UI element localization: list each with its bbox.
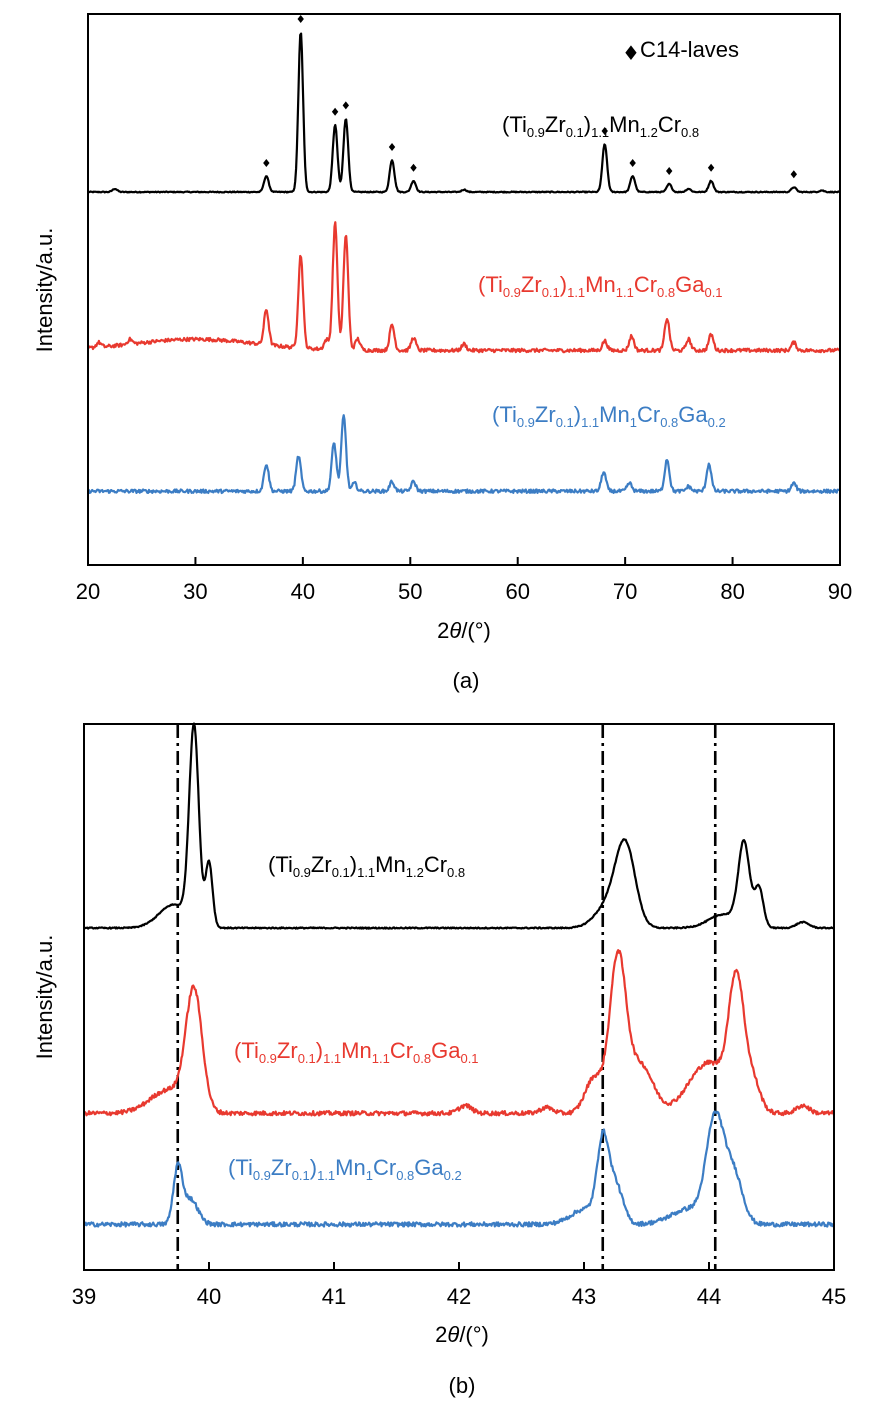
panel-a-peak-marker-9 xyxy=(707,163,715,172)
panel-a-legend-marker: ♦ xyxy=(622,41,640,65)
panel-b-x-tick-label-4: 43 xyxy=(572,1284,596,1309)
panel-a-series-label-1: (Ti0.9Zr0.1)1.1Mn1.1Cr0.8Ga0.1 xyxy=(478,272,723,300)
panel-a-peak-marker-8 xyxy=(665,167,673,175)
panel-a-series-label-0: (Ti0.9Zr0.1)1.1Mn1.2Cr0.8 xyxy=(502,112,699,140)
panel-b-reference-lines xyxy=(176,724,717,1270)
panel-b-series xyxy=(83,722,836,1228)
panel-a-peak-marker-2 xyxy=(331,107,339,116)
panel-a-y-axis-label: Intensity/a.u. xyxy=(32,228,57,353)
panel-a-series xyxy=(87,32,841,495)
panel-a-series-labels: (Ti0.9Zr0.1)1.1Mn1.2Cr0.8 (Ti0.9Zr0.1)1.1… xyxy=(478,112,726,430)
panel-b-caption: (b) xyxy=(449,1373,476,1398)
panel-a-series-line-0 xyxy=(87,32,841,194)
panel-b-x-tick-label-1: 40 xyxy=(197,1284,221,1309)
panel-a-x-tick-label-1: 30 xyxy=(183,579,207,604)
panel-a-peak-marker-4 xyxy=(388,143,396,151)
panel-b-series-line-0 xyxy=(83,722,835,930)
panel-a-series-label-2: (Ti0.9Zr0.1)1.1Mn1Cr0.8Ga0.2 xyxy=(492,402,726,430)
panel-a-peak-markers xyxy=(263,15,798,179)
panel-a-x-tick-label-2: 40 xyxy=(291,579,315,604)
panel-a-peak-marker-10 xyxy=(790,170,798,179)
panel-a-peak-marker-0 xyxy=(263,159,270,167)
panel-b-series-line-2 xyxy=(83,1110,835,1228)
panel-b-series-line-1 xyxy=(83,949,836,1117)
panel-a-caption: (a) xyxy=(453,668,480,693)
panel-b-y-axis-label: Intensity/a.u. xyxy=(32,935,57,1060)
panel-b-x-tick-label-3: 42 xyxy=(447,1284,471,1309)
panel-a-series-line-2 xyxy=(87,414,841,495)
panel-a-x-axis-label: 2θ/(°) xyxy=(437,618,491,643)
panel-b-series-label-2: (Ti0.9Zr0.1)1.1Mn1Cr0.8Ga0.2 xyxy=(228,1155,462,1183)
panel-b-series-label-0: (Ti0.9Zr0.1)1.1Mn1.2Cr0.8 xyxy=(268,852,465,880)
panel-a-peak-marker-5 xyxy=(410,163,417,172)
panel-b-x-axis-label: 2θ/(°) xyxy=(435,1322,489,1347)
panel-b-x-tick-label-0: 39 xyxy=(72,1284,96,1309)
panel-b-series-label-1: (Ti0.9Zr0.1)1.1Mn1.1Cr0.8Ga0.1 xyxy=(234,1038,479,1066)
panel-a-x-tick-label-4: 60 xyxy=(505,579,529,604)
panel-a-plot-frame xyxy=(87,13,841,566)
panel-b-x-tick-label-2: 41 xyxy=(322,1284,346,1309)
panel-a-peak-marker-7 xyxy=(629,159,636,167)
panel-a-legend-text: C14-laves xyxy=(640,37,739,62)
panel-a: 20 30 40 50 60 70 80 90 (Ti0.9Zr0.1)1.1Mn1.2Cr0… xyxy=(32,13,852,693)
panel-a-x-tick-label-6: 80 xyxy=(720,579,744,604)
panel-b: 39 40 41 42 43 44 45 (Ti0.9Zr0.1)1.1Mn1.2Cr0.8… xyxy=(32,722,846,1398)
panel-a-x-tick-label-3: 50 xyxy=(398,579,422,604)
panel-a-series-line-1 xyxy=(87,221,841,354)
panel-a-peak-marker-3 xyxy=(342,101,350,110)
panel-b-series-labels: (Ti0.9Zr0.1)1.1Mn1.2Cr0.8 (Ti0.9Zr0.1)1.1… xyxy=(228,852,479,1183)
panel-a-x-tick-label-0: 20 xyxy=(76,579,100,604)
panel-a-x-ticks: 20 30 40 50 60 70 80 90 xyxy=(76,557,852,604)
panel-a-peak-marker-6 xyxy=(601,127,608,135)
panel-b-x-tick-label-5: 44 xyxy=(697,1284,721,1309)
panel-b-x-ticks: 39 40 41 42 43 44 45 xyxy=(72,1262,846,1309)
panel-a-peak-marker-1 xyxy=(297,15,304,23)
panel-a-x-tick-label-7: 90 xyxy=(828,579,852,604)
panel-a-x-tick-label-5: 70 xyxy=(613,579,637,604)
panel-b-x-tick-label-6: 45 xyxy=(822,1284,846,1309)
